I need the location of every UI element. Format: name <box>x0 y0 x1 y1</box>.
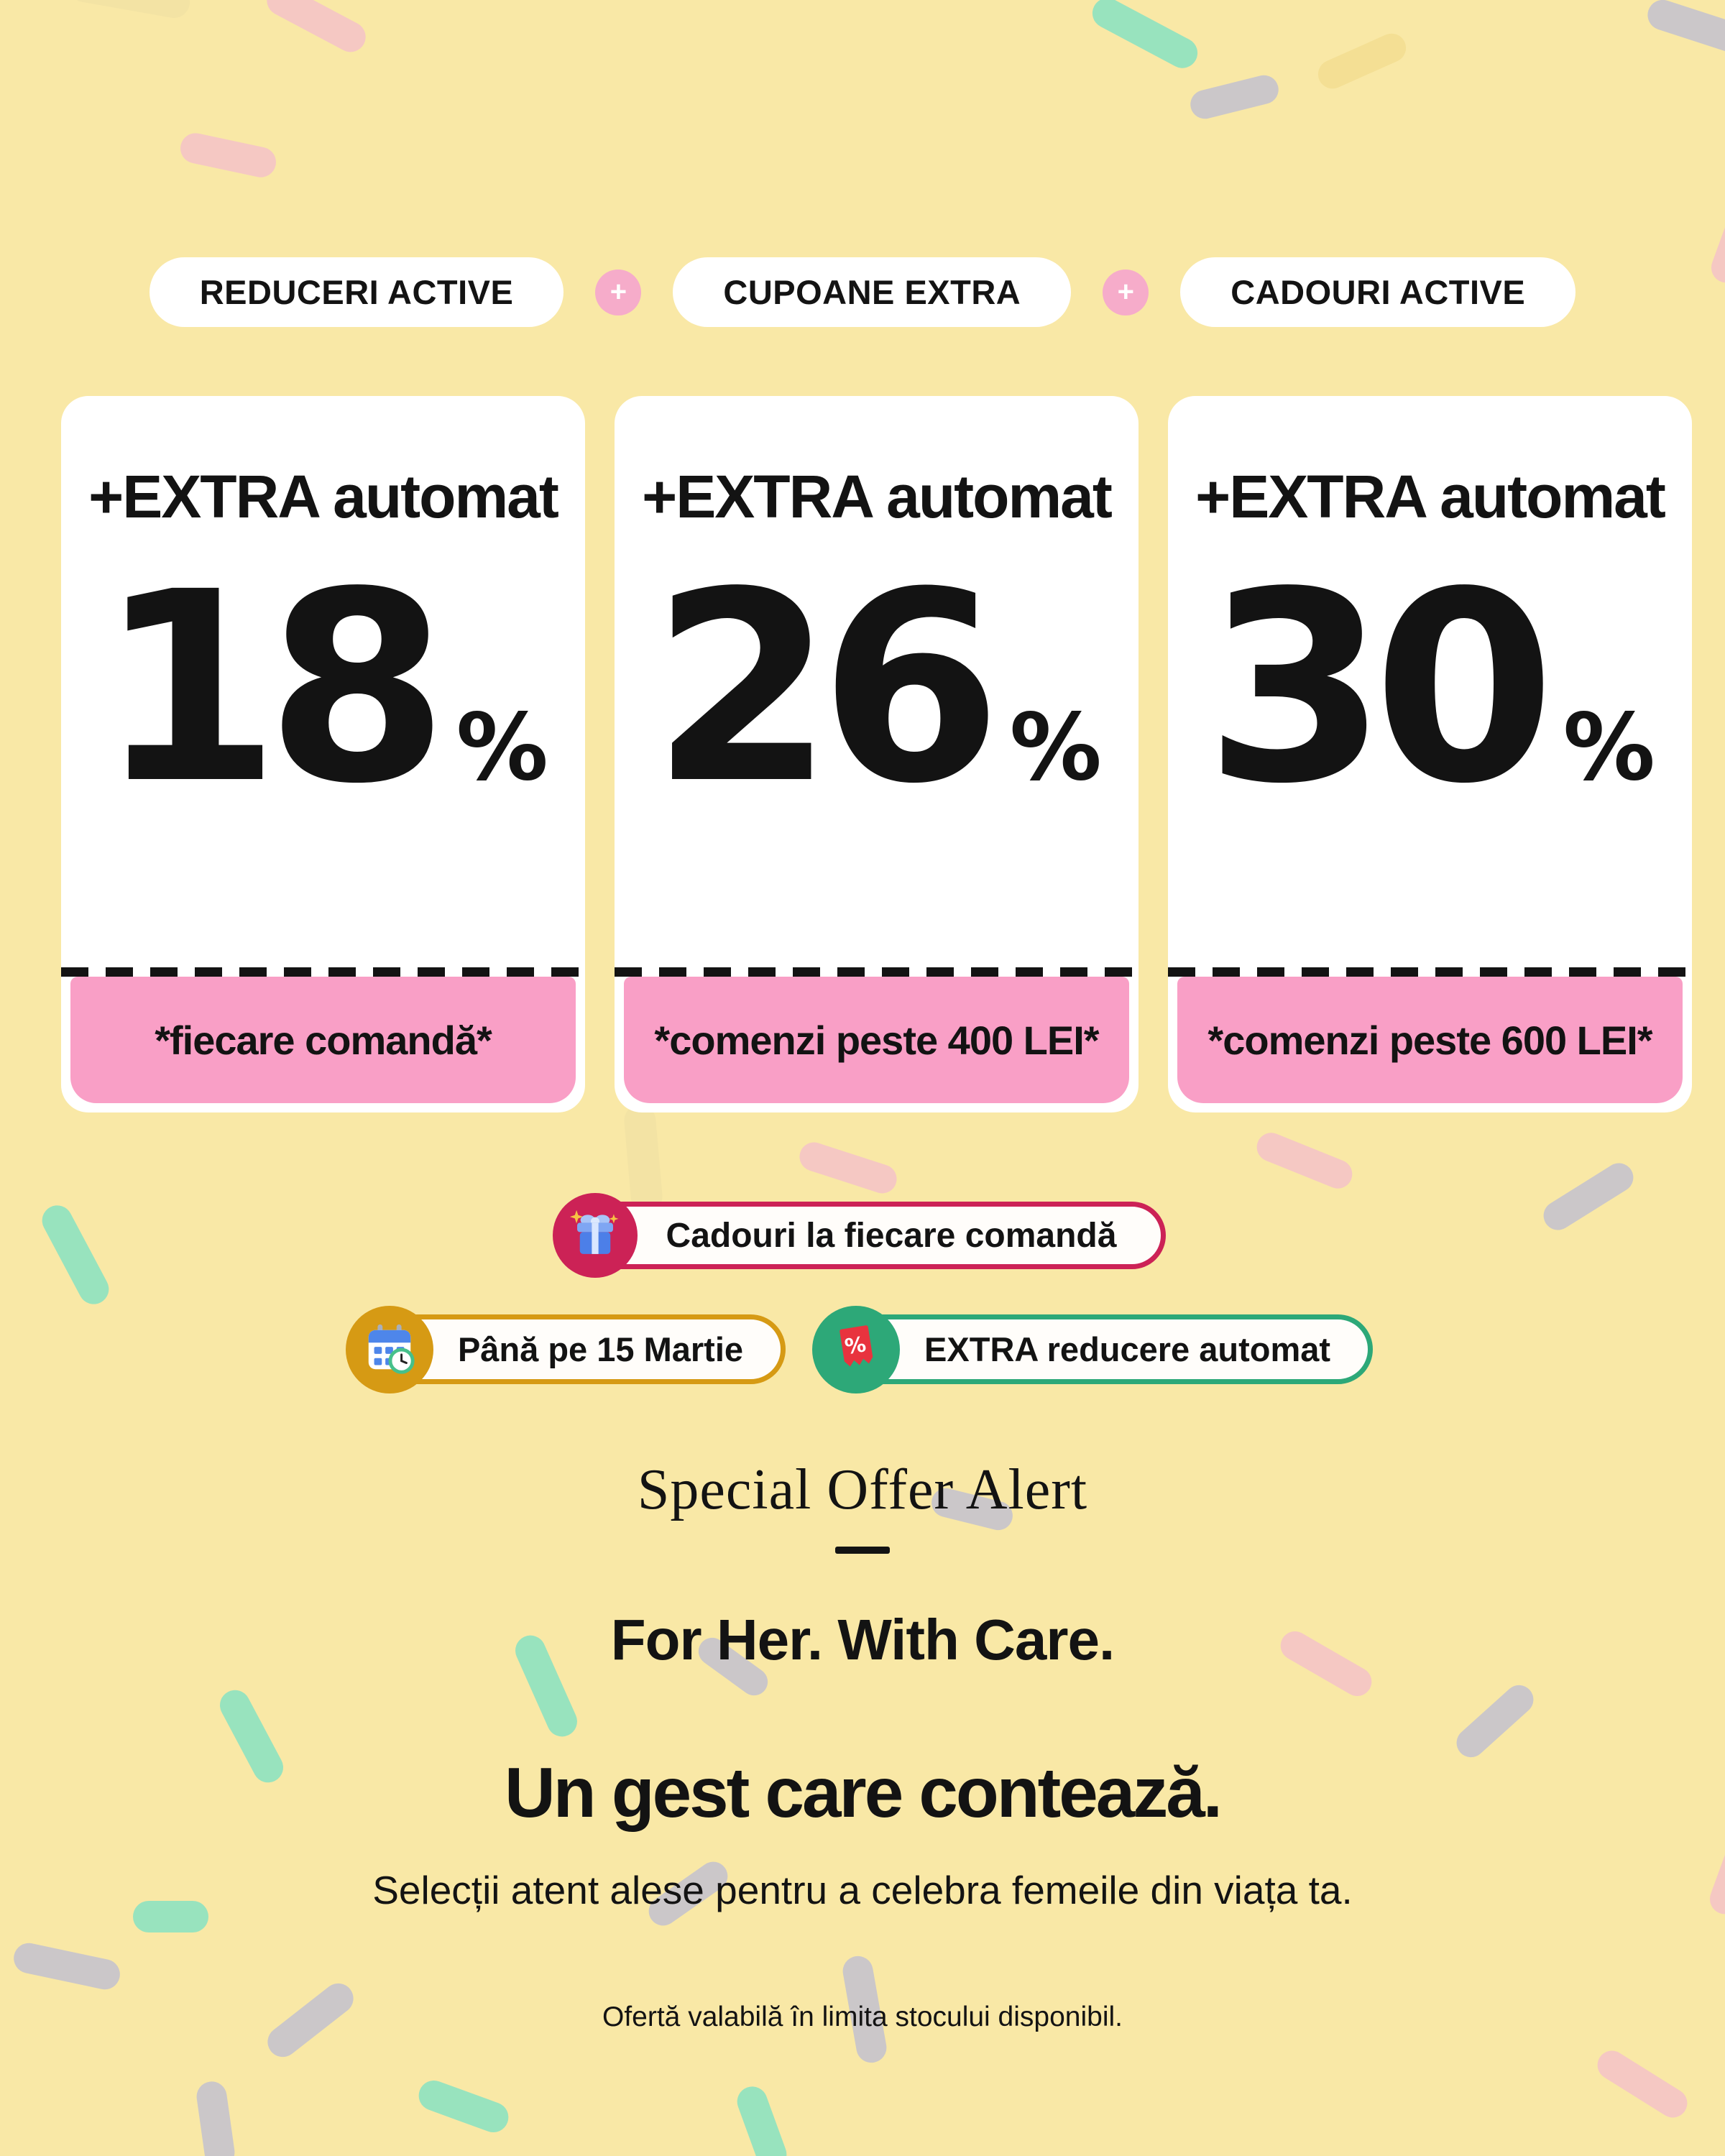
badge-label: CUPOANE EXTRA <box>723 273 1021 311</box>
percent-sign: % <box>456 694 548 801</box>
extra-discount-label: EXTRA reducere automat <box>924 1330 1331 1368</box>
offer-card-30: +EXTRA automat 30 % *comenzi peste 600 L… <box>1168 396 1692 1112</box>
condition-note: *comenzi peste 400 LEI* <box>624 977 1129 1103</box>
confetti-sprinkle <box>178 130 279 180</box>
condition-note: *comenzi peste 600 LEI* <box>1177 977 1683 1103</box>
badge-label: REDUCERI ACTIVE <box>199 273 514 311</box>
tagline: For Her. With Care. <box>610 1608 1115 1672</box>
info-pills-row: Până pe 15 Martie % EXTRA reducere autom… <box>0 1305 1725 1393</box>
badge-reduceri-active: REDUCERI ACTIVE <box>149 257 564 327</box>
divider-dash <box>835 1547 890 1554</box>
dashed-divider <box>615 967 1138 977</box>
dashed-divider <box>1168 967 1692 977</box>
card-header: +EXTRA automat <box>1195 463 1666 530</box>
gift-badge-row: Cadouri la fiecare comandă <box>0 1193 1725 1278</box>
gift-badge: Cadouri la fiecare comandă <box>552 1193 1167 1278</box>
offer-cards: +EXTRA automat 18 % *fiecare comandă* +E… <box>61 396 1692 1112</box>
percent-sign: % <box>1009 694 1102 801</box>
gift-badge-label: Cadouri la fiecare comandă <box>666 1216 1117 1255</box>
extra-discount-pill: % EXTRA reducere automat <box>812 1305 1374 1393</box>
discount-value: 30 % <box>1168 558 1692 820</box>
discount-number: 30 <box>1205 536 1555 842</box>
gift-icon <box>552 1193 638 1278</box>
confetti-sprinkle <box>732 2082 791 2156</box>
deadline-label: Până pe 15 Martie <box>457 1330 744 1368</box>
confetti-sprinkle <box>1087 0 1203 74</box>
dashed-divider <box>61 967 585 977</box>
discount-value: 18 % <box>61 558 585 820</box>
confetti-sprinkle <box>1592 2045 1693 2124</box>
active-offers-badges: REDUCERI ACTIVE + CUPOANE EXTRA + CADOUR… <box>0 257 1725 327</box>
confetti-sprinkle <box>796 1138 901 1197</box>
confetti-sprinkle <box>414 2076 513 2137</box>
confetti-sprinkle <box>1643 0 1725 56</box>
deadline-pill: Până pe 15 Martie <box>345 1305 786 1393</box>
confetti-sprinkle <box>1313 29 1411 93</box>
serif-title: Special Offer Alert <box>637 1458 1088 1521</box>
discount-value: 26 % <box>615 558 1138 820</box>
offer-card-26: +EXTRA automat 26 % *comenzi peste 400 L… <box>615 396 1138 1112</box>
badge-label: CADOURI ACTIVE <box>1230 273 1526 311</box>
percent-sign: % <box>1563 694 1655 801</box>
plus-icon: + <box>595 269 642 315</box>
fineprint: Ofertă valabilă în limita stocului dispo… <box>602 2001 1123 2032</box>
confetti-sprinkle <box>11 1940 123 1993</box>
subheadline: Selecții atent alese pentru a celebra fe… <box>372 1868 1353 1912</box>
plus-icon: + <box>1103 269 1149 315</box>
confetti-sprinkle <box>622 1103 664 1214</box>
condition-note: *fiecare comandă* <box>70 977 576 1103</box>
card-header: +EXTRA automat <box>88 463 559 530</box>
badge-cupoane-extra: CUPOANE EXTRA <box>673 257 1072 327</box>
confetti-sprinkle <box>66 0 193 21</box>
confetti-sprinkle <box>261 0 372 57</box>
discount-number: 26 <box>651 536 1002 842</box>
confetti-sprinkle <box>1252 1128 1357 1193</box>
confetti-sprinkle <box>133 1901 208 1932</box>
discount-coupon-icon: % <box>812 1305 901 1393</box>
calendar-icon <box>345 1305 433 1393</box>
svg-text:%: % <box>843 1332 868 1359</box>
discount-number: 18 <box>98 536 448 842</box>
card-header: +EXTRA automat <box>642 463 1113 530</box>
headline: Un gest care contează. <box>504 1753 1223 1832</box>
confetti-sprinkle <box>1187 72 1282 122</box>
offer-card-18: +EXTRA automat 18 % *fiecare comandă* <box>61 396 585 1112</box>
confetti-sprinkle <box>1450 1679 1540 1764</box>
confetti-sprinkle <box>194 2079 237 2156</box>
badge-cadouri-active: CADOURI ACTIVE <box>1180 257 1576 327</box>
